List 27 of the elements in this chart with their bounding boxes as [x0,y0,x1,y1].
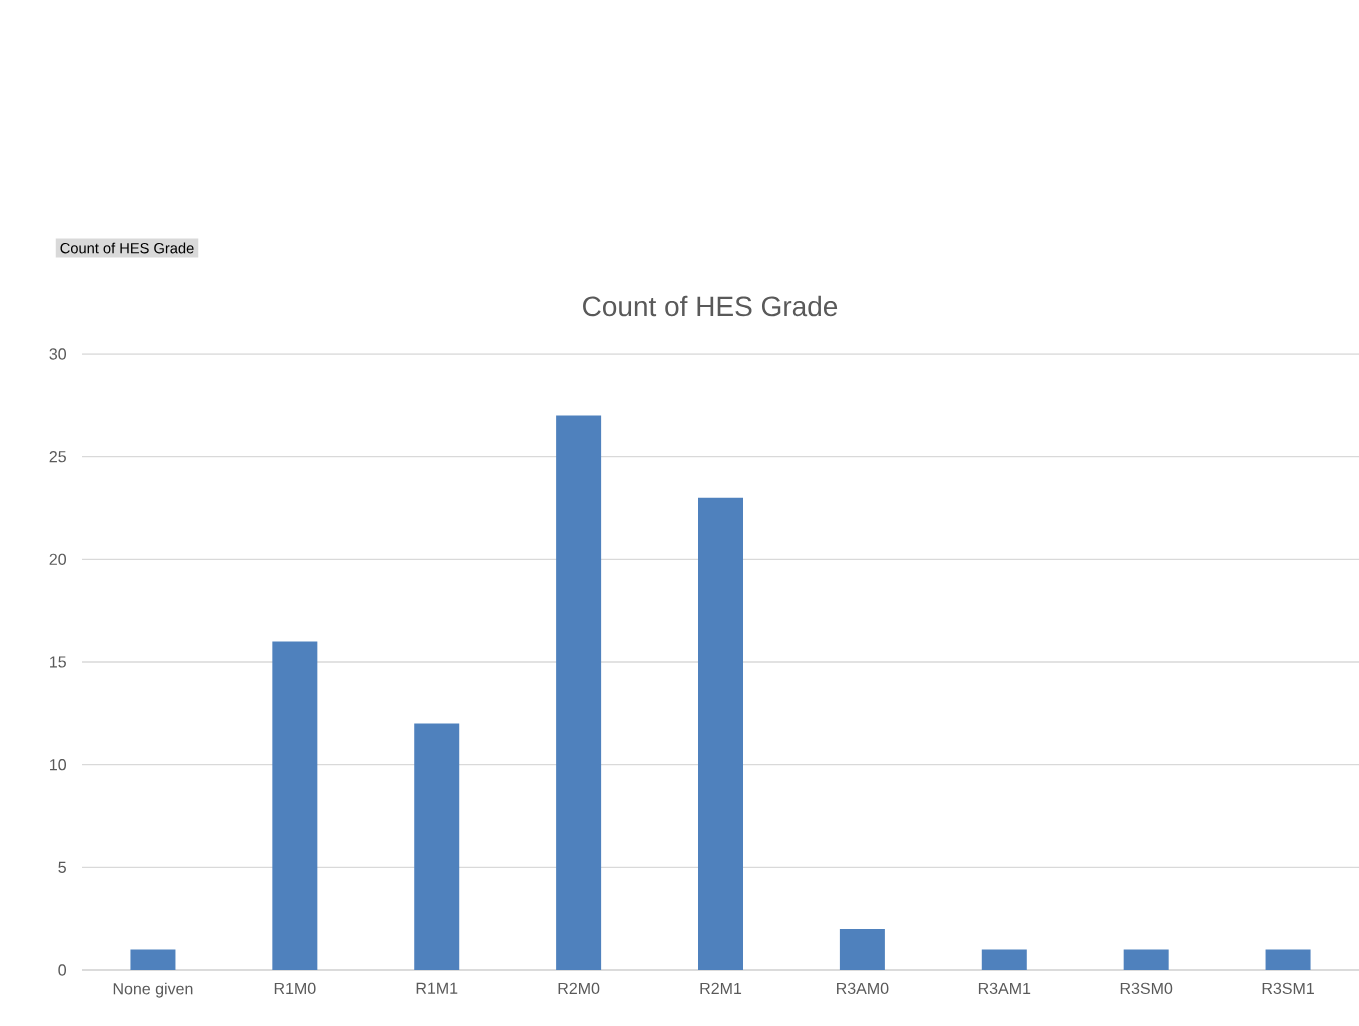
y-tick-label: 5 [58,861,66,873]
bar [839,928,885,970]
x-tick-label: R3AM1 [978,982,1031,995]
bar [556,415,602,970]
bar [414,723,460,970]
x-tick-label: R3SM0 [1120,982,1173,995]
y-tick-label: 10 [50,759,67,771]
y-tick-label: 25 [49,451,66,463]
bar [698,497,744,970]
bar [130,949,176,970]
y-tick-label: 30 [49,348,67,360]
bar [1123,949,1169,970]
x-tick-label: R2M1 [700,982,742,994]
text: Count of HES Grade [60,242,194,254]
bar [1265,949,1311,970]
x-tick-label: R1M1 [416,982,458,994]
y-tick-label: 20 [49,553,67,565]
x-tick-label: None given [113,982,193,998]
chart-title: Count of HES Grade [583,295,838,317]
bar [272,641,318,970]
bar [981,949,1027,970]
x-tick-label: R1M0 [274,982,316,995]
x-tick-label: R3SM1 [1262,982,1314,995]
y-tick-label: 0 [58,964,67,976]
x-tick-label: R3AM0 [837,982,889,995]
y-tick-label: 15 [50,656,66,668]
x-tick-label: R2M0 [558,982,600,995]
